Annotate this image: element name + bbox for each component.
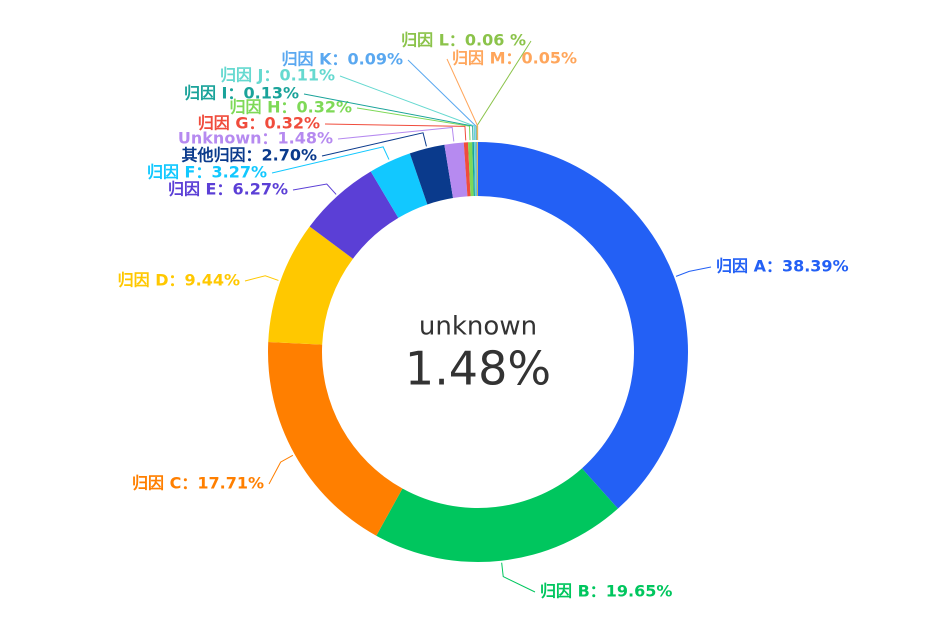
slice xyxy=(267,342,403,536)
slice xyxy=(476,142,478,197)
slice xyxy=(473,142,477,197)
slice-label: 归因 C：17.71% xyxy=(132,474,264,493)
slice xyxy=(309,171,399,259)
slice xyxy=(478,142,688,509)
center-label: unknown xyxy=(419,312,537,342)
slice xyxy=(409,144,454,205)
leader-line xyxy=(356,107,471,141)
slice-label: 其他归因：2.70% xyxy=(181,146,317,165)
slice-label: Unknown：1.48% xyxy=(178,129,333,148)
leader-line xyxy=(268,454,294,485)
slice-label: 归因 J：0.11% xyxy=(220,66,335,85)
slice xyxy=(463,142,471,197)
slice-label: 归因 G：0.32% xyxy=(198,114,320,133)
leader-line xyxy=(271,146,390,174)
slice-label: 归因 M：0.05% xyxy=(452,49,577,68)
leader-line xyxy=(446,58,479,141)
slice xyxy=(475,142,477,197)
slice xyxy=(444,142,468,199)
slice-label: 归因 I：0.13% xyxy=(184,84,299,103)
leader-line xyxy=(476,40,532,141)
slice xyxy=(370,153,428,218)
slice-label: 归因 E：6.27% xyxy=(168,180,288,199)
leader-line xyxy=(339,75,476,141)
slice-label: 归因 K：0.09% xyxy=(282,50,403,69)
leader-line xyxy=(324,123,467,141)
leader-line xyxy=(244,275,279,282)
leader-line xyxy=(675,266,712,277)
center-value: 1.48% xyxy=(405,342,551,396)
slice-label: 归因 A：38.39% xyxy=(716,257,849,276)
slice-label: 归因 D：9.44% xyxy=(118,271,240,290)
slice xyxy=(477,142,478,197)
slice-label: 归因 B：19.65% xyxy=(540,582,672,601)
slice xyxy=(472,142,475,197)
leader-line xyxy=(292,183,337,195)
slice xyxy=(467,142,474,197)
leader-line xyxy=(303,93,474,141)
leader-line xyxy=(321,132,427,157)
leader-line xyxy=(501,562,536,593)
slice-label: 归因 H：0.32% xyxy=(230,98,352,117)
slice-label: 归因 L：0.06 % xyxy=(401,31,526,50)
leader-line xyxy=(407,59,477,141)
slice xyxy=(268,226,353,345)
slice-label: 归因 F：3.27% xyxy=(147,163,267,182)
leader-line xyxy=(337,126,455,142)
slice xyxy=(376,468,618,562)
